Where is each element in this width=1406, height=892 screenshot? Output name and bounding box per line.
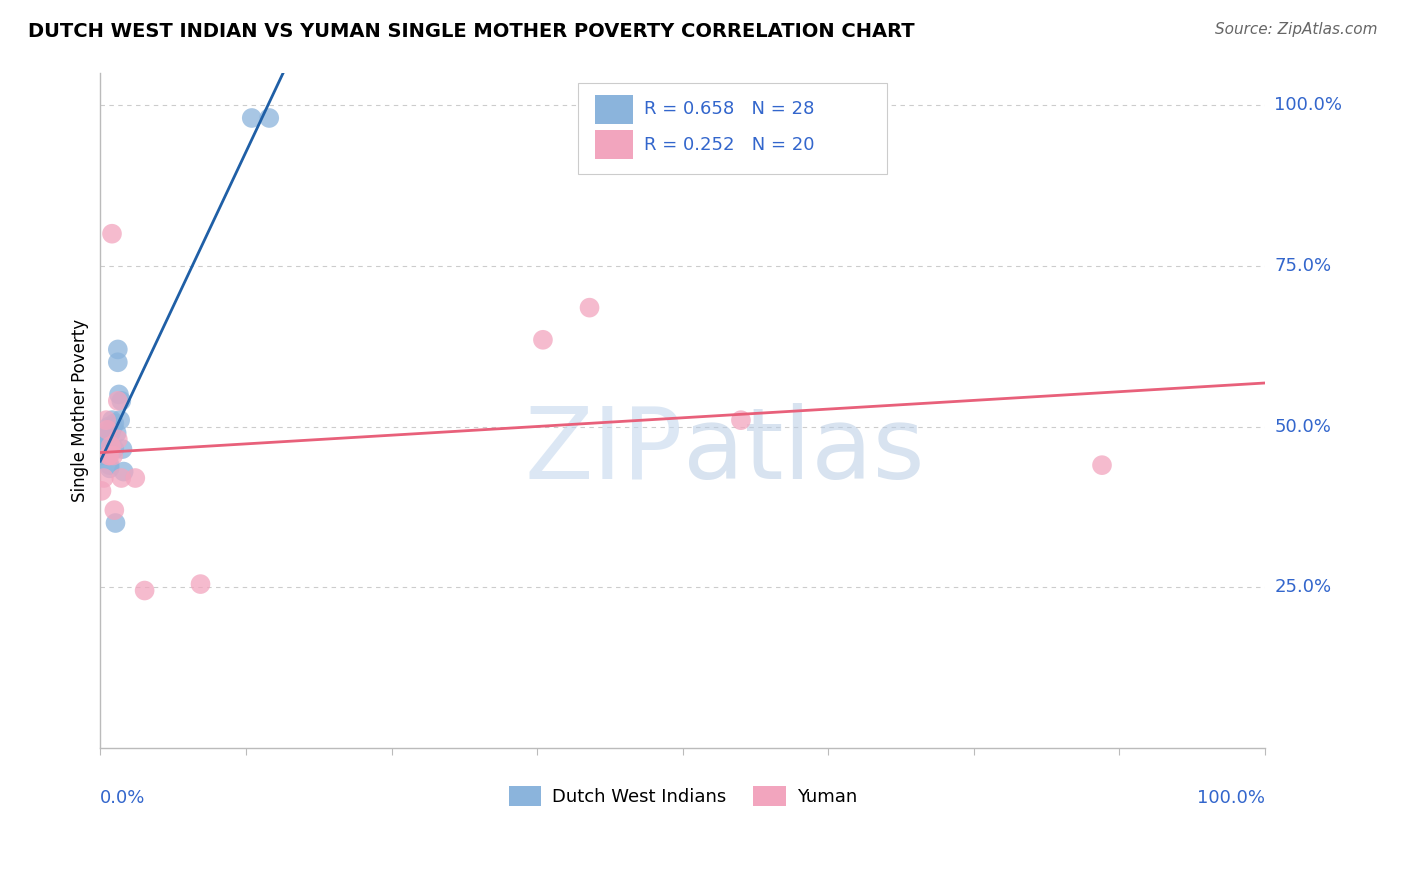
Text: Source: ZipAtlas.com: Source: ZipAtlas.com [1215,22,1378,37]
Point [90,449,112,463]
Point [240,111,263,125]
Point [112,465,135,479]
Text: 50.0%: 50.0% [1274,417,1331,435]
Text: 75.0%: 75.0% [1274,257,1331,275]
Text: 100.0%: 100.0% [1197,789,1265,806]
Text: 25.0%: 25.0% [1274,578,1331,597]
Point [96,449,118,463]
Text: ZIP: ZIP [524,402,683,500]
Text: 0.0%: 0.0% [100,789,146,806]
Point [578,301,600,315]
Point [100,425,122,440]
Point [124,471,146,485]
Point [96,413,118,427]
Point [101,227,124,241]
Point [105,425,128,440]
Legend: Dutch West Indians, Yuman: Dutch West Indians, Yuman [502,779,865,814]
Point [93,471,115,485]
FancyBboxPatch shape [578,83,887,174]
Point [110,393,132,408]
Point [91,433,114,447]
Point [107,343,129,357]
Point [531,333,554,347]
Point [96,449,118,463]
Y-axis label: Single Mother Poverty: Single Mother Poverty [72,319,89,502]
Point [730,413,752,427]
Point [103,417,125,431]
Point [100,439,122,453]
Point [97,449,120,463]
Point [103,503,125,517]
Bar [595,95,633,124]
Point [101,449,124,463]
Point [104,516,127,530]
Text: R = 0.252   N = 20: R = 0.252 N = 20 [644,136,814,153]
Text: R = 0.658   N = 28: R = 0.658 N = 28 [644,101,814,119]
Point [257,111,280,125]
Point [101,413,124,427]
Point [94,425,117,440]
Point [103,442,125,456]
Point [93,429,115,443]
Point [134,583,156,598]
Point [98,449,121,463]
Point [190,577,212,591]
Text: 100.0%: 100.0% [1274,96,1343,114]
Point [97,442,120,456]
Point [101,419,124,434]
Point [96,445,118,459]
Text: atlas: atlas [683,402,924,500]
Point [97,419,120,434]
Point [110,471,132,485]
Point [1091,458,1114,472]
Point [107,393,129,408]
Point [107,433,129,447]
Point [90,483,112,498]
Point [96,445,118,459]
Bar [595,130,633,159]
Point [108,413,131,427]
Text: DUTCH WEST INDIAN VS YUMAN SINGLE MOTHER POVERTY CORRELATION CHART: DUTCH WEST INDIAN VS YUMAN SINGLE MOTHER… [28,22,915,41]
Point [108,387,131,401]
Point [98,458,121,472]
Point [111,442,134,456]
Point [107,355,129,369]
Point [96,423,118,437]
Point [98,461,121,475]
